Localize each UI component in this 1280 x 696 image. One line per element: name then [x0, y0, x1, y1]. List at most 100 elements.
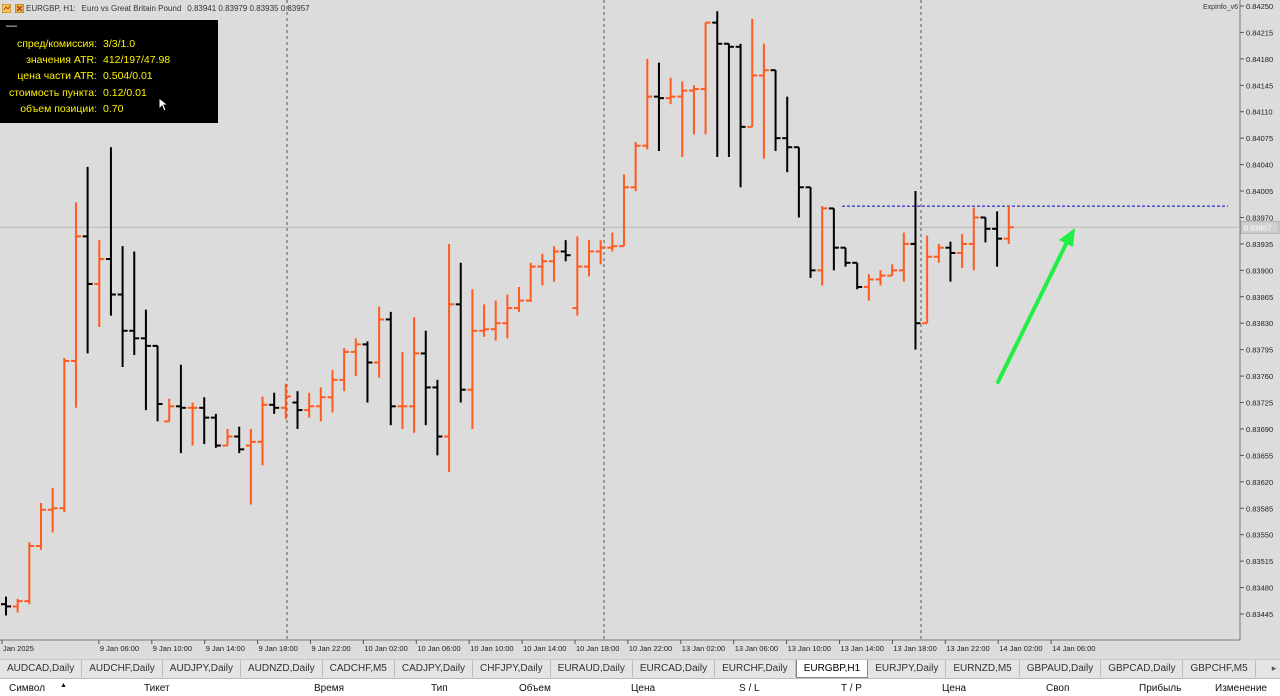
time-tick-label: 10 Jan 22:00 — [629, 644, 672, 653]
price-tick-label: 0.83760 — [1246, 372, 1273, 381]
chart-title-bar: EURGBP, H1: Euro vs Great Britain Pound … — [0, 2, 316, 14]
col-time[interactable]: Время — [314, 683, 345, 694]
trade-table-header: Символ ▲ Тикет Время Тип Объем Цена S / … — [0, 678, 1280, 696]
price-tick-label: 0.84145 — [1246, 81, 1273, 90]
time-tick-label: 14 Jan 02:00 — [999, 644, 1042, 653]
tab-gbpcad[interactable]: GBPCAD,Daily — [1101, 660, 1184, 677]
chart-ohlc: 0.83941 0.83979 0.83935 0.83957 — [187, 3, 310, 13]
price-tick-label: 0.83970 — [1246, 213, 1273, 222]
tab-eurchf[interactable]: EURCHF,Daily — [715, 660, 796, 677]
info-value: 0.70 — [103, 103, 124, 115]
price-tick-label: 0.83830 — [1246, 319, 1273, 328]
tab-gbpaud[interactable]: GBPAUD,Daily — [1020, 660, 1102, 677]
price-tick-label: 0.83480 — [1246, 584, 1273, 593]
info-row-spread: спред/комиссия: 3/3/1.0 — [0, 38, 218, 52]
time-tick-label: 13 Jan 14:00 — [841, 644, 884, 653]
tab-euraud[interactable]: EURAUD,Daily — [551, 660, 633, 677]
info-panel-dash: — — [6, 20, 17, 32]
price-tick-label: 0.84075 — [1246, 134, 1273, 143]
col-type[interactable]: Тип — [431, 683, 448, 694]
time-tick-label: 13 Jan 22:00 — [946, 644, 989, 653]
time-tick-label: 9 Jan 22:00 — [312, 644, 351, 653]
price-tick-label: 0.83795 — [1246, 346, 1273, 355]
info-label: стоимость пункта: — [8, 87, 97, 99]
time-tick-label: 14 Jan 06:00 — [1052, 644, 1095, 653]
price-tick-label: 0.83900 — [1246, 266, 1273, 275]
col-current-price[interactable]: Цена — [942, 683, 967, 694]
info-panel[interactable]: — спред/комиссия: 3/3/1.0 значения ATR: … — [0, 20, 218, 123]
price-tick-label: 0.83690 — [1246, 425, 1273, 434]
tab-eurcad[interactable]: EURCAD,Daily — [633, 660, 716, 677]
chart-description: Euro vs Great Britain Pound — [81, 3, 182, 13]
time-tick-label: 13 Jan 18:00 — [893, 644, 936, 653]
info-value: 412/197/47.98 — [103, 54, 171, 66]
col-stop-loss[interactable]: S / L — [739, 683, 760, 694]
col-volume[interactable]: Объем — [519, 683, 551, 694]
price-tick-label: 0.83935 — [1246, 240, 1273, 249]
expert-icon — [15, 3, 24, 13]
price-tick-label: 0.84040 — [1246, 161, 1273, 170]
col-symbol[interactable]: Символ — [9, 683, 46, 694]
time-tick-label: 9 Jan 18:00 — [259, 644, 298, 653]
time-tick-label: 13 Jan 10:00 — [788, 644, 831, 653]
trend-arrow-shaft — [996, 238, 1070, 384]
col-profit[interactable]: Прибыль — [1139, 683, 1182, 694]
info-row-point-cost: стоимость пункта: 0.12/0.01 — [0, 87, 218, 101]
tab-audnzd[interactable]: AUDNZD,Daily — [241, 660, 323, 677]
info-label: значения ATR: — [26, 54, 97, 66]
price-tick-label: 0.83620 — [1246, 478, 1273, 487]
price-tick-label: 0.83655 — [1246, 451, 1273, 460]
tab-audcad[interactable]: AUDCAD,Daily — [0, 660, 83, 677]
mouse-cursor-icon — [158, 97, 168, 112]
indicator-label: ExpInfo_v6 — [1202, 4, 1238, 11]
price-tick-label: 0.83445 — [1246, 610, 1273, 619]
tabs-scroll-right-icon[interactable]: ▸ — [1268, 660, 1280, 677]
price-tick-label: 0.84180 — [1246, 55, 1273, 64]
price-tick-label: 0.84110 — [1246, 108, 1273, 117]
tab-eurnzd[interactable]: EURNZD,M5 — [946, 660, 1020, 677]
time-tick-label: 10 Jan 10:00 — [470, 644, 513, 653]
time-tick-label: 10 Jan 18:00 — [576, 644, 619, 653]
tab-eurjpy[interactable]: EURJPY,Daily — [868, 660, 947, 677]
info-value: 0.504/0.01 — [103, 70, 153, 82]
tab-eurgbp[interactable]: EURGBP,H1 — [795, 660, 869, 678]
tab-audjpy[interactable]: AUDJPY,Daily — [163, 660, 241, 677]
col-swap[interactable]: Своп — [1046, 683, 1070, 694]
col-change[interactable]: Изменение — [1215, 683, 1267, 694]
time-tick-label: 9 Jan 14:00 — [206, 644, 245, 653]
tab-chfjpy[interactable]: CHFJPY,Daily — [473, 660, 551, 677]
time-tick-label: 10 Jan 06:00 — [417, 644, 460, 653]
time-tick-label: 10 Jan 14:00 — [523, 644, 566, 653]
col-ticket[interactable]: Тикет — [144, 683, 170, 694]
price-tick-label: 0.83725 — [1246, 399, 1273, 408]
col-take-profit[interactable]: T / P — [841, 683, 862, 694]
price-tick-label: 0.84250 — [1246, 2, 1273, 11]
time-tick-label: 9 Jan 06:00 — [100, 644, 139, 653]
price-tick-label: 0.83550 — [1246, 531, 1273, 540]
time-tick-label: 10 Jan 02:00 — [364, 644, 407, 653]
chart-tabs: AUDCAD,Daily AUDCHF,Daily AUDJPY,Daily A… — [0, 659, 1280, 678]
chart-symbol: EURGBP, H1: — [26, 3, 76, 13]
tab-cadjpy[interactable]: CADJPY,Daily — [395, 660, 474, 677]
info-row-atr: значения ATR: 412/197/47.98 — [0, 54, 218, 68]
time-tick-label: 13 Jan 02:00 — [682, 644, 725, 653]
info-label: спред/комиссия: — [16, 38, 97, 50]
current-price-label: 0.83957 — [1244, 223, 1271, 232]
time-tick-label: 9 Jan 10:00 — [153, 644, 192, 653]
price-tick-label: 0.83515 — [1246, 557, 1273, 566]
col-open-price[interactable]: Цена — [631, 683, 656, 694]
tab-gbpchf[interactable]: GBPCHF,M5 — [1183, 660, 1256, 677]
info-label: объем позиции: — [20, 103, 97, 115]
tab-cadchf[interactable]: CADCHF,M5 — [323, 660, 395, 677]
trend-arrow-head — [1059, 228, 1075, 247]
chart-area[interactable]: 0.84250 0.84215 0.84180 0.84145 0.84110 0.840… — [0, 0, 1280, 660]
info-label: цена части ATR: — [17, 70, 97, 82]
time-tick-label: 13 Jan 06:00 — [735, 644, 778, 653]
tab-audchf[interactable]: AUDCHF,Daily — [82, 660, 163, 677]
current-price-tag — [1240, 220, 1280, 234]
info-row-atr-price: цена части ATR: 0.504/0.01 — [0, 70, 218, 84]
info-row-volume: объем позиции: 0.70 — [0, 103, 218, 117]
info-value: 0.12/0.01 — [103, 87, 147, 99]
info-value: 3/3/1.0 — [103, 38, 136, 50]
chart-type-icon — [2, 3, 11, 13]
